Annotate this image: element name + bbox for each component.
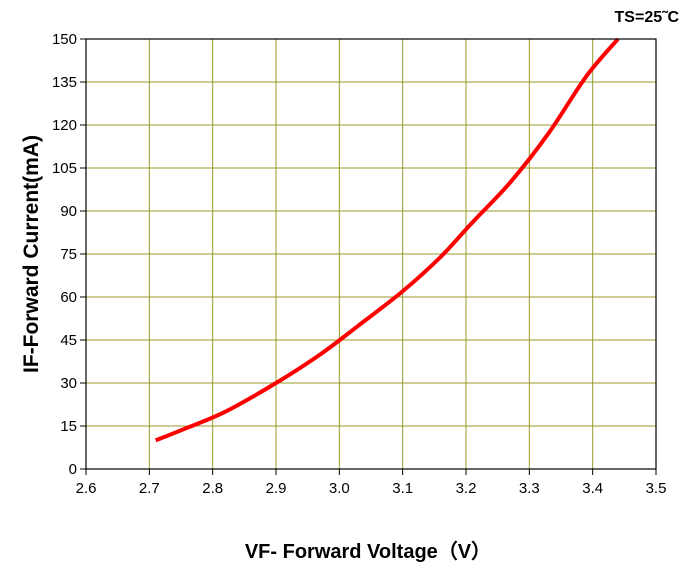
x-tick-label: 3.2 (456, 480, 477, 497)
axis-layer (80, 38, 657, 475)
y-tick-label: 0 (69, 461, 77, 478)
tick-layer: 2.6 2.7 2.8 2.9 3.0 3.1 3.2 3.3 3.4 3.5 0 15 30 45 60 7… (52, 31, 666, 497)
series-layer (154, 37, 620, 443)
y-tick-label: 15 (60, 418, 77, 435)
x-tick-label: 2.9 (266, 480, 287, 497)
y-axis-title: IF-Forward Current(mA) (20, 135, 43, 373)
y-tick-label: 120 (52, 117, 77, 134)
y-tick-label: 45 (60, 332, 77, 349)
series-line (154, 37, 620, 443)
grid-layer (86, 39, 656, 469)
x-tick-label: 3.1 (392, 480, 413, 497)
y-tick-label: 90 (60, 203, 77, 220)
y-tick-label: 105 (52, 160, 77, 177)
x-tick-label: 2.7 (139, 480, 160, 497)
x-tick-label: 2.8 (202, 480, 223, 497)
y-tick-label: 150 (52, 31, 77, 48)
y-tick-label: 75 (60, 246, 77, 263)
x-tick-label: 2.6 (76, 480, 97, 497)
x-tick-label: 3.3 (519, 480, 540, 497)
y-tick-label: 30 (60, 375, 77, 392)
y-tick-label: 135 (52, 74, 77, 91)
x-axis-title: VF- Forward Voltage（V） (245, 540, 491, 563)
x-tick-label: 3.0 (329, 480, 350, 497)
temperature-annotation: TS=25˜C (615, 9, 680, 26)
x-tick-label: 3.5 (646, 480, 667, 497)
y-tick-label: 60 (60, 289, 77, 306)
x-tick-label: 3.4 (582, 480, 603, 497)
plot-frame (85, 38, 657, 470)
